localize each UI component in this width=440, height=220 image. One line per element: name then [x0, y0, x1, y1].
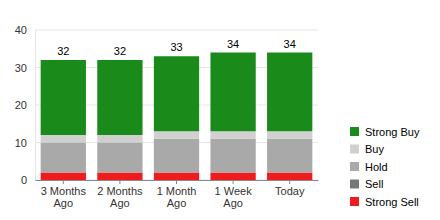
x-tick: 3 MonthsAgo: [41, 180, 87, 209]
bar-segment: [97, 60, 142, 135]
x-tick-mark: [233, 180, 234, 184]
y-tick: 20: [15, 99, 35, 111]
bar-segment: [41, 60, 86, 135]
legend-swatch: [350, 145, 359, 154]
x-axis: 3 MonthsAgo 2 MonthsAgo 1 MonthAgo 1 WeekAg…: [36, 180, 319, 209]
total-label: 32: [57, 45, 69, 57]
y-tick: 30: [15, 62, 35, 74]
y-tick: 40: [15, 24, 35, 36]
bar-segment: [97, 143, 142, 173]
grid: [35, 30, 318, 180]
y-axis: 0 10 20 30 40: [15, 24, 36, 186]
bar-segment: [41, 143, 86, 173]
bar-segment: [267, 131, 312, 139]
chart: 0 10 20 30 40 32 32 33 34 34 3 MonthsAgo 2 MonthsAg…: [0, 0, 440, 220]
y-tick-label: 0: [21, 174, 27, 186]
legend-item: Hold: [350, 161, 388, 173]
x-tick: 1 MonthAgo: [157, 180, 197, 209]
plot: 0 10 20 30 40 32 32 33 34 34 3 MonthsAgo 2 MonthsAg…: [15, 24, 319, 209]
legend-swatch: [350, 197, 359, 206]
legend-label: Sell: [365, 178, 383, 190]
bar-segment: [154, 139, 199, 173]
legend-item: Buy: [350, 143, 384, 155]
bar-segment: [41, 135, 86, 143]
y-tick-label: 20: [15, 99, 27, 111]
totals: 32 32 33 34 34: [57, 38, 296, 58]
y-axis-line: [35, 31, 36, 181]
bar-segment: [154, 56, 199, 131]
legend-label: Buy: [365, 143, 384, 155]
x-tick: 1 WeekAgo: [215, 180, 253, 209]
x-tick: Today: [275, 180, 305, 197]
x-tick: 2 MonthsAgo: [97, 180, 143, 209]
bar-segment: [210, 139, 255, 173]
x-tick-label: 1 WeekAgo: [215, 185, 253, 210]
x-tick-mark: [289, 180, 290, 184]
x-tick-mark: [176, 180, 177, 184]
grid-line: [35, 30, 318, 31]
x-tick-label: 1 MonthAgo: [157, 185, 197, 210]
legend-label: Strong Sell: [365, 196, 419, 208]
y-tick: 10: [15, 137, 35, 149]
bar-segment: [267, 53, 312, 132]
legend-item: Sell: [350, 178, 383, 190]
bar-segment: [97, 173, 142, 181]
bars: [41, 53, 313, 181]
total-label: 34: [227, 38, 239, 50]
legend-item: Strong Buy: [350, 126, 420, 138]
bar-segment: [210, 173, 255, 181]
x-tick-mark: [119, 180, 120, 184]
legend-swatch: [350, 180, 359, 189]
legend-swatch: [350, 127, 359, 136]
x-tick-mark: [63, 180, 64, 184]
bar-segment: [154, 131, 199, 139]
bar-segment: [267, 173, 312, 181]
total-label: 32: [114, 45, 126, 57]
x-tick-label: 2 MonthsAgo: [97, 185, 143, 210]
bar-segment: [97, 135, 142, 143]
legend-label: Strong Buy: [365, 126, 420, 138]
legend-item: Strong Sell: [350, 196, 419, 208]
bar-segment: [41, 173, 86, 181]
y-tick-label: 30: [15, 62, 27, 74]
legend-swatch: [350, 162, 359, 171]
y-tick-label: 10: [15, 137, 27, 149]
bar-segment: [210, 53, 255, 132]
y-tick: 0: [21, 174, 35, 186]
bar-segment: [210, 131, 255, 139]
total-label: 34: [284, 38, 296, 50]
legend-label: Hold: [365, 161, 388, 173]
x-tick-label: 3 MonthsAgo: [41, 185, 87, 210]
legend: Strong Buy Buy Hold Sell Strong Sell: [350, 126, 420, 208]
bar-segment: [154, 173, 199, 181]
y-tick-label: 40: [15, 24, 27, 36]
bar-segment: [267, 139, 312, 173]
total-label: 33: [170, 41, 182, 53]
x-tick-label: Today: [275, 185, 305, 197]
